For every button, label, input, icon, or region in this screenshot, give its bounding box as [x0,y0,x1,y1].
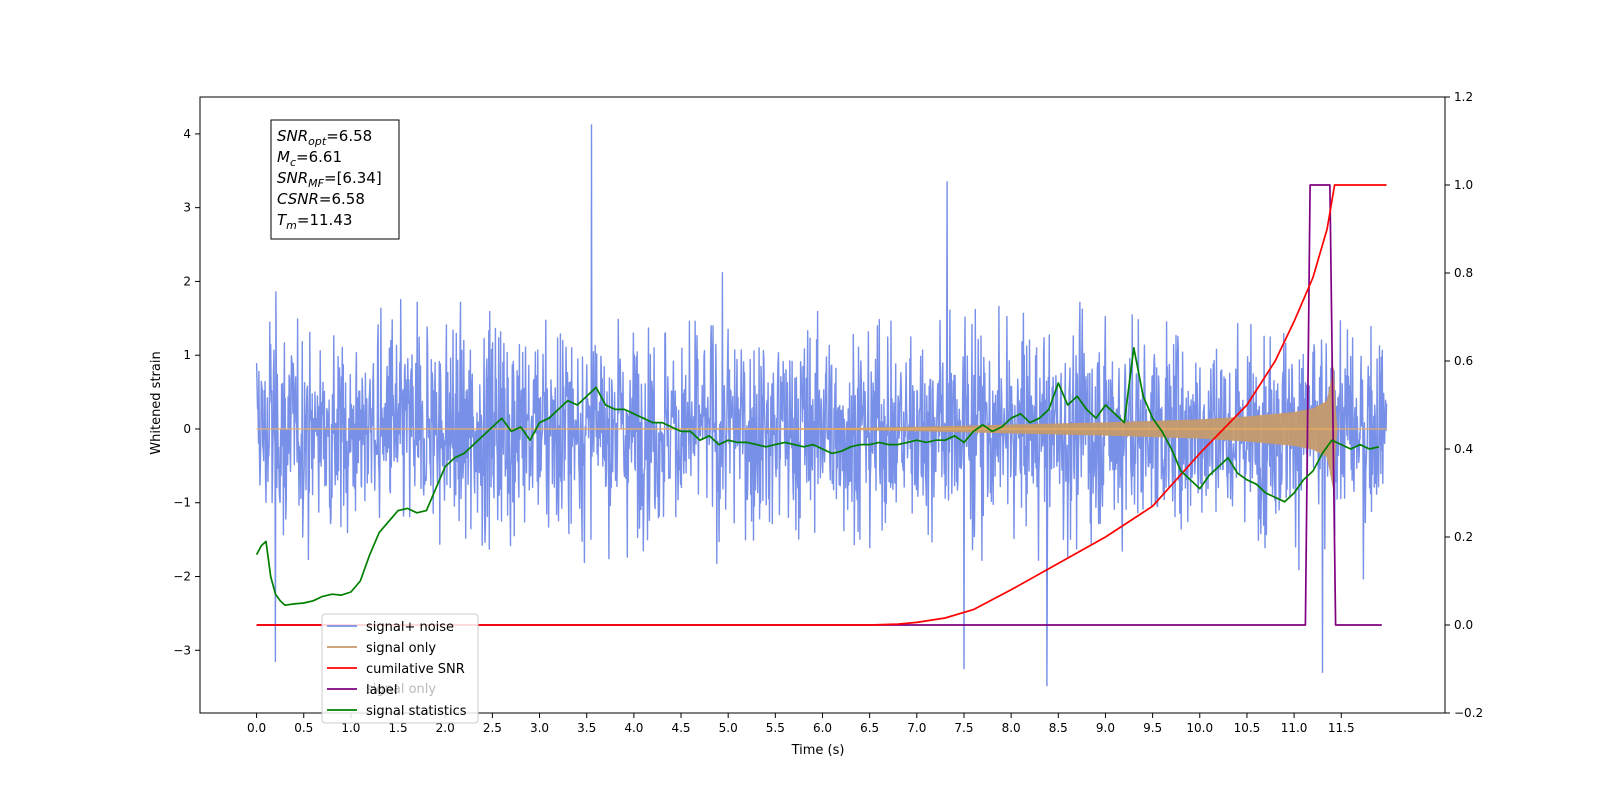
annotation-line: CSNR=6.58 [277,190,365,208]
axes-layer: 0.0 0.5 1.0 1.5 2.0 2.5 3.0 3.5 4.0 4.5 5.0 5.5 6.0 6… [173,90,1483,735]
legend-ghost-label: signal only [366,682,436,697]
x-tick-label: 9.0 [1096,721,1115,735]
x-tick-label: 0.0 [247,721,266,735]
annotation-line: SNRMF=[6.34] [277,169,382,190]
y-tick-label: −3 [173,643,191,657]
y-tick-label: −1 [173,496,191,510]
x-tick-label: 4.5 [671,721,690,735]
x-tick-label: 2.0 [436,721,455,735]
y2-tick-label: 1.0 [1454,178,1473,192]
x-tick-label: 11.5 [1328,721,1355,735]
legend-label: signal+ noise [366,620,454,635]
x-tick-label: 10.5 [1234,721,1261,735]
plot-layer [255,124,1388,687]
y2-tick-label: 0.2 [1454,530,1473,544]
y-tick-label: 4 [183,127,191,141]
signal-noise-line [255,124,1388,687]
legend: signal only signal+ noise signal only cumil… [321,613,479,724]
label-line [256,184,1382,626]
y2-tick-label: −0.2 [1454,706,1483,720]
y-tick-label: −2 [173,570,191,584]
x-tick-label: 7.0 [907,721,926,735]
x-tick-label: 9.5 [1143,721,1162,735]
y-axis-label: Whitened strain [149,351,164,454]
x-tick-label: 4.0 [624,721,643,735]
signal-statistics-line [255,346,1380,607]
y-tick-label: 3 [183,201,191,215]
y2-tick-label: 0.4 [1454,442,1473,456]
x-tick-label: 10.0 [1186,721,1213,735]
x-tick-label: 3.5 [577,721,596,735]
x-tick-label: 2.5 [483,721,502,735]
legend-label: signal only [366,641,436,656]
x-tick-label: 6.5 [860,721,879,735]
y-tick-label: 2 [183,274,191,288]
annotation-line: SNRopt=6.58 [277,127,372,148]
x-tick-label: 0.5 [294,721,313,735]
y2-tick-label: 0.6 [1454,354,1473,368]
x-tick-label: 3.0 [530,721,549,735]
x-tick-label: 7.5 [954,721,973,735]
legend-label: label [366,683,397,698]
plot-area [255,124,1388,687]
legend-label: signal statistics [366,704,467,719]
y2-tick-label: 0.0 [1454,618,1473,632]
y2-tick-label: 1.2 [1454,90,1473,104]
y2-tick-label: 0.8 [1454,266,1473,280]
legend-item: cumilative SNR [327,662,465,677]
x-tick-label: 1.5 [389,721,408,735]
legend-item: label [327,683,397,698]
x-tick-label: 8.5 [1049,721,1068,735]
x-axis-label: Time (s) [791,743,845,758]
legend-item: signal only [327,641,436,656]
legend-label: cumilative SNR [366,662,465,677]
cumulative-snr-line [256,184,1387,626]
x-tick-label: 1.0 [341,721,360,735]
x-tick-label: 5.5 [766,721,785,735]
y-tick-label: 0 [183,422,191,436]
annotation-line: Tm=11.43 [277,211,352,232]
legend-frame [321,613,479,724]
annotation-frame [270,119,400,240]
legend-item: signal statistics [327,704,467,719]
annotation-line: Mc=6.61 [277,148,342,169]
x-tick-label: 5.0 [719,721,738,735]
x-tick-label: 6.0 [813,721,832,735]
y-tick-label: 1 [183,348,191,362]
legend-item: signal+ noise [327,620,454,635]
x-tick-label: 11.0 [1281,721,1308,735]
x-tick-label: 8.0 [1002,721,1021,735]
